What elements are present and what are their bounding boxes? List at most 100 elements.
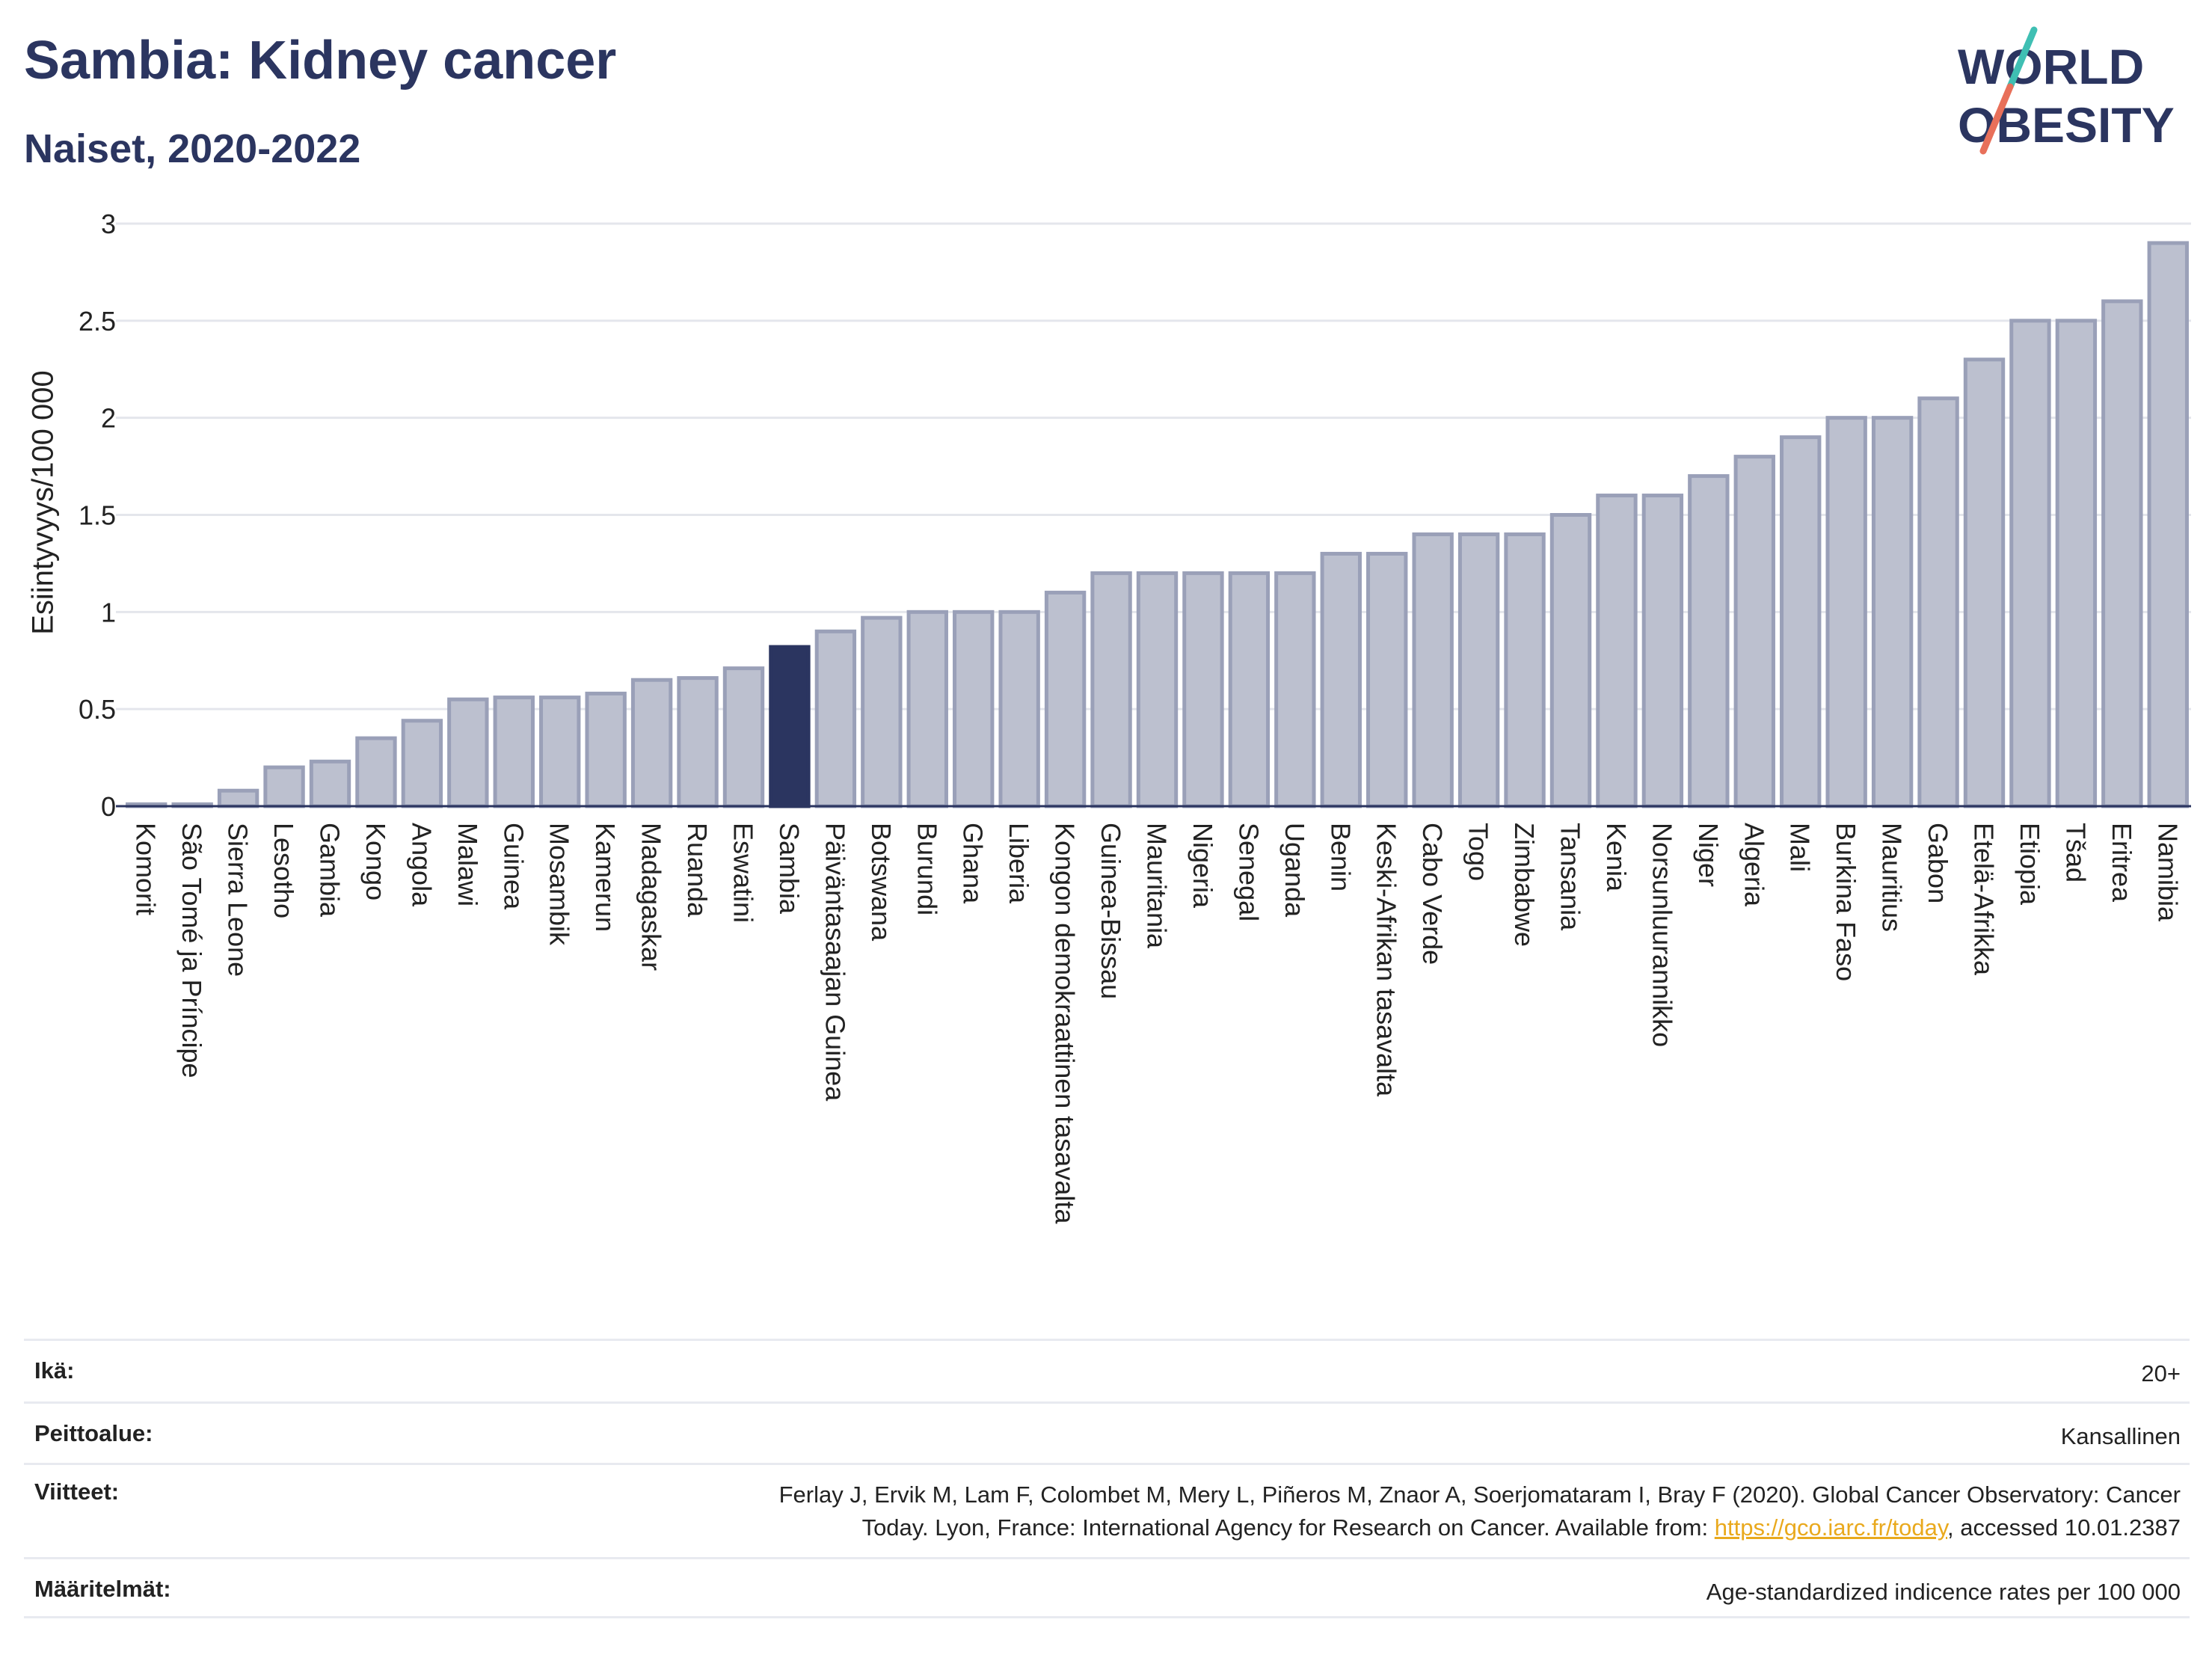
- bar: [539, 696, 581, 808]
- bar: [722, 666, 765, 808]
- bar: [1412, 532, 1454, 808]
- references-value: Ferlay J, Ervik M, Lam F, Colombet M, Me…: [779, 1479, 2190, 1544]
- bar: [2009, 319, 2051, 808]
- x-tick-label: Mauritius: [1877, 823, 1908, 932]
- bar: [1733, 455, 1775, 808]
- x-tick-label: Burundi: [912, 823, 942, 915]
- references-line1: Ferlay J, Ervik M, Lam F, Colombet M, Me…: [778, 1481, 2181, 1508]
- x-tick-label: Nigeria: [1188, 823, 1218, 909]
- x-tick-label: Uganda: [1279, 823, 1310, 918]
- x-tick-label: Kongon demokraattinen tasavalta: [1050, 823, 1081, 1224]
- x-tick-label: Kamerun: [590, 823, 621, 932]
- x-tick-label: Zimbabwe: [1509, 823, 1540, 947]
- bar: [2055, 319, 2098, 808]
- bar: [1549, 513, 1592, 808]
- x-tick-label: Mosambik: [544, 823, 575, 946]
- bar: [1090, 571, 1132, 808]
- y-tick-label: 0: [101, 791, 116, 822]
- x-tick-label: Mauritania: [1142, 823, 1173, 949]
- age-label: Ikä:: [34, 1357, 75, 1384]
- bar: [1688, 474, 1730, 808]
- logo-slash-coral: [1979, 83, 2014, 155]
- bar: [1780, 435, 1822, 808]
- bar: [447, 697, 489, 808]
- age-value: 20+: [2141, 1360, 2181, 1387]
- metadata-table: Ikä: 20+ Peittoalue: Kansallinen Viittee…: [24, 1339, 2190, 1618]
- x-tick-label: Togo: [1463, 823, 1494, 881]
- x-tick-label: Norsunluurannikko: [1647, 823, 1677, 1047]
- coverage-label: Peittoalue:: [34, 1420, 153, 1446]
- x-tick-label: Komorit: [131, 823, 162, 915]
- logo-slash-teal: [2006, 26, 2038, 90]
- bar: [1963, 357, 2006, 808]
- x-tick-label: Päiväntasaajan Guinea: [820, 823, 850, 1102]
- x-tick-label: Sambia: [774, 823, 805, 915]
- x-tick-label: Keski-Afrikan tasavalta: [1371, 823, 1402, 1097]
- x-tick-label: Angola: [406, 823, 437, 907]
- x-tick-label: Ruanda: [682, 823, 713, 918]
- x-tick-label: Kongo: [360, 823, 391, 900]
- x-tick-label: Niger: [1693, 823, 1724, 887]
- y-tick-label: 0.5: [79, 694, 116, 725]
- x-tick-label: Gabon: [1923, 823, 1953, 903]
- bars: [126, 241, 2189, 808]
- x-tick-label: Senegal: [1233, 823, 1264, 921]
- references-label: Viitteet:: [34, 1479, 120, 1505]
- x-tick-label: Namibia: [2152, 823, 2183, 922]
- y-tick-label: 2: [101, 403, 116, 434]
- bar: [1228, 571, 1271, 808]
- bar: [263, 765, 305, 808]
- x-tick-label: Tansania: [1555, 823, 1586, 931]
- bar: [217, 788, 259, 808]
- x-tick-label: Sierra Leone: [223, 823, 254, 977]
- x-tick-label: Eswatini: [728, 823, 759, 923]
- x-tick-label: Lesotho: [268, 823, 299, 918]
- meta-row-references: Viitteet: Ferlay J, Ervik M, Lam F, Colo…: [24, 1463, 2190, 1557]
- x-tick-label: Madagaskar: [636, 823, 667, 971]
- bar: [1182, 571, 1224, 808]
- x-tick-label: Burkina Faso: [1831, 823, 1861, 981]
- bar: [677, 676, 719, 808]
- bar: [1641, 494, 1684, 808]
- x-tick-label: Algeria: [1739, 823, 1769, 907]
- references-accessed: , accessed 10.01.2387: [1947, 1514, 2181, 1541]
- bar: [1320, 551, 1362, 808]
- x-tick-label: Etelä-Afrikka: [1969, 823, 2000, 976]
- y-tick-labels: 0 0.5 1 1.5 2 2.5 3: [79, 209, 116, 822]
- bar: [585, 691, 627, 808]
- bar: [1457, 532, 1500, 808]
- definitions-value: Age-standardized indicence rates per 100…: [1706, 1579, 2181, 1605]
- bar: [493, 696, 535, 808]
- world-obesity-logo: WORLD OBESITY: [1958, 26, 2175, 155]
- bar: [2147, 241, 2189, 808]
- coverage-value: Kansallinen: [2060, 1423, 2181, 1449]
- bar: [814, 629, 857, 808]
- meta-row-age: Ikä: 20+: [24, 1339, 2190, 1401]
- bar: [1044, 590, 1087, 808]
- definitions-label: Määritelmät:: [34, 1576, 171, 1602]
- x-tick-label: Ghana: [958, 823, 989, 904]
- y-tick-label: 2.5: [79, 306, 116, 337]
- x-tick-labels: Komorit São Tomé ja Príncipe Sierra Leone L…: [131, 823, 2184, 1224]
- references-link[interactable]: https://gco.iarc.fr/today: [1714, 1514, 1948, 1541]
- x-tick-label: Botswana: [866, 823, 897, 942]
- bar: [2101, 299, 2143, 808]
- x-tick-label: Gambia: [315, 823, 345, 918]
- x-tick-label: São Tomé ja Príncipe: [176, 823, 207, 1078]
- references-line2: Today. Lyon, France: International Agenc…: [861, 1514, 1715, 1541]
- bar: [1871, 416, 1914, 808]
- bar: [309, 759, 351, 808]
- y-tick-label: 3: [101, 209, 116, 239]
- bar: [1136, 571, 1179, 808]
- bar: [1917, 396, 1959, 808]
- bar: [355, 736, 397, 808]
- bar: [1274, 571, 1316, 808]
- x-tick-label: Etiopia: [2015, 823, 2045, 906]
- bar: [1825, 416, 1867, 808]
- meta-row-definitions: Määritelmät: Age-standardized indicence …: [24, 1557, 2190, 1618]
- bar: [401, 719, 443, 808]
- chart-subtitle: Naiset, 2020-2022: [24, 126, 361, 171]
- meta-row-coverage: Peittoalue: Kansallinen: [24, 1401, 2190, 1463]
- y-tick-label: 1: [101, 597, 116, 627]
- x-tick-label: Mali: [1785, 823, 1816, 872]
